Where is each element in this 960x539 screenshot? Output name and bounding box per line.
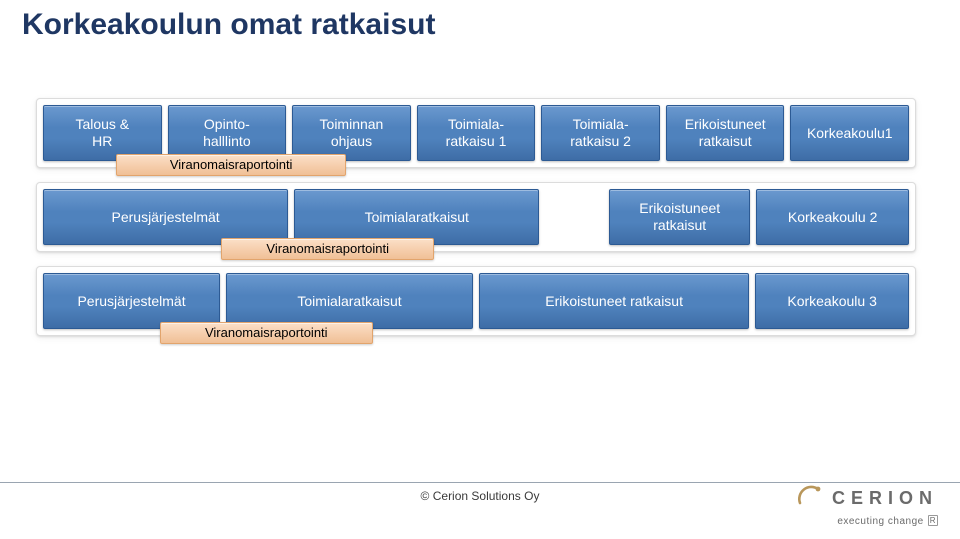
diagram-box-line1: Korkeakoulu 3	[762, 293, 902, 310]
diagram-box-line1: Toimialaratkaisut	[233, 293, 466, 310]
diagram-row-inner: Talous &HROpinto-halllintoToiminnanohjau…	[43, 105, 909, 161]
diagram-box: Perusjärjestelmät	[43, 273, 220, 329]
diagram-box-line2: ratkaisut	[616, 217, 743, 234]
diagram-row: Talous &HROpinto-halllintoToiminnanohjau…	[36, 98, 916, 168]
diagram-box: Toimialaratkaisut	[226, 273, 473, 329]
diagram-box: Erikoistuneetratkaisut	[609, 189, 750, 245]
diagram-box: Toiminnanohjaus	[292, 105, 411, 161]
diagram-box-line1: Toimiala-	[548, 116, 653, 133]
diagram-box: Erikoistuneet ratkaisut	[479, 273, 749, 329]
diagram-spacer	[545, 189, 603, 245]
diagram-box-line2: ohjaus	[299, 133, 404, 150]
diagram-box-line1: Erikoistuneet ratkaisut	[486, 293, 742, 310]
diagram-row: Perusjärjestelmät Toimialaratkaisut Erikoi…	[36, 266, 916, 336]
diagram-box-line1: Korkeakoulu1	[797, 125, 902, 142]
brand-logo: CERION executing changeR	[796, 483, 938, 527]
diagram-box-line1: Erikoistuneet	[673, 116, 778, 133]
logo-name: CERION	[832, 488, 938, 509]
diagram-box: Erikoistuneetratkaisut	[666, 105, 785, 161]
diagram-row-inner: Perusjärjestelmät Toimialaratkaisut Erikoi…	[43, 189, 909, 245]
diagram-box: Toimialaratkaisut	[294, 189, 539, 245]
page-title: Korkeakoulun omat ratkaisut	[22, 8, 435, 42]
diagram-box: Perusjärjestelmät	[43, 189, 288, 245]
diagram-box: Talous &HR	[43, 105, 162, 161]
diagram-box-line1: Perusjärjestelmät	[50, 209, 281, 226]
diagram-box-line2: ratkaisut	[673, 133, 778, 150]
diagram-box-line1: Erikoistuneet	[616, 200, 743, 217]
diagram-box-line1: Talous &	[50, 116, 155, 133]
logo-tagline: executing changeR	[796, 515, 938, 527]
logo-arc-icon	[796, 483, 822, 514]
diagram-box-line1: Perusjärjestelmät	[50, 293, 213, 310]
diagram-box-line1: Opinto-	[175, 116, 280, 133]
diagram-box-line1: Korkeakoulu 2	[763, 209, 902, 226]
diagram-row: Perusjärjestelmät Toimialaratkaisut Erikoi…	[36, 182, 916, 252]
diagram-box-line1: Toiminnan	[299, 116, 404, 133]
diagram-sublabel: Viranomaisraportointi	[160, 322, 373, 344]
diagram-box-line2: ratkaisu 1	[424, 133, 529, 150]
diagram-box-line2: ratkaisu 2	[548, 133, 653, 150]
diagram-box-line2: HR	[50, 133, 155, 150]
diagram-sublabel: Viranomaisraportointi	[221, 238, 434, 260]
diagram-box: Toimiala-ratkaisu 1	[417, 105, 536, 161]
registered-icon: R	[928, 515, 938, 526]
diagram-box: Korkeakoulu1	[790, 105, 909, 161]
diagram-box: Toimiala-ratkaisu 2	[541, 105, 660, 161]
diagram-box: Korkeakoulu 3	[755, 273, 909, 329]
diagram-box-line1: Toimialaratkaisut	[301, 209, 532, 226]
diagram-sublabel: Viranomaisraportointi	[116, 154, 346, 176]
diagram-box-line1: Toimiala-	[424, 116, 529, 133]
diagram-area: Talous &HROpinto-halllintoToiminnanohjau…	[36, 98, 916, 350]
diagram-box-line2: halllinto	[175, 133, 280, 150]
diagram-box: Opinto-halllinto	[168, 105, 287, 161]
diagram-row-inner: Perusjärjestelmät Toimialaratkaisut Erikoi…	[43, 273, 909, 329]
diagram-box: Korkeakoulu 2	[756, 189, 909, 245]
